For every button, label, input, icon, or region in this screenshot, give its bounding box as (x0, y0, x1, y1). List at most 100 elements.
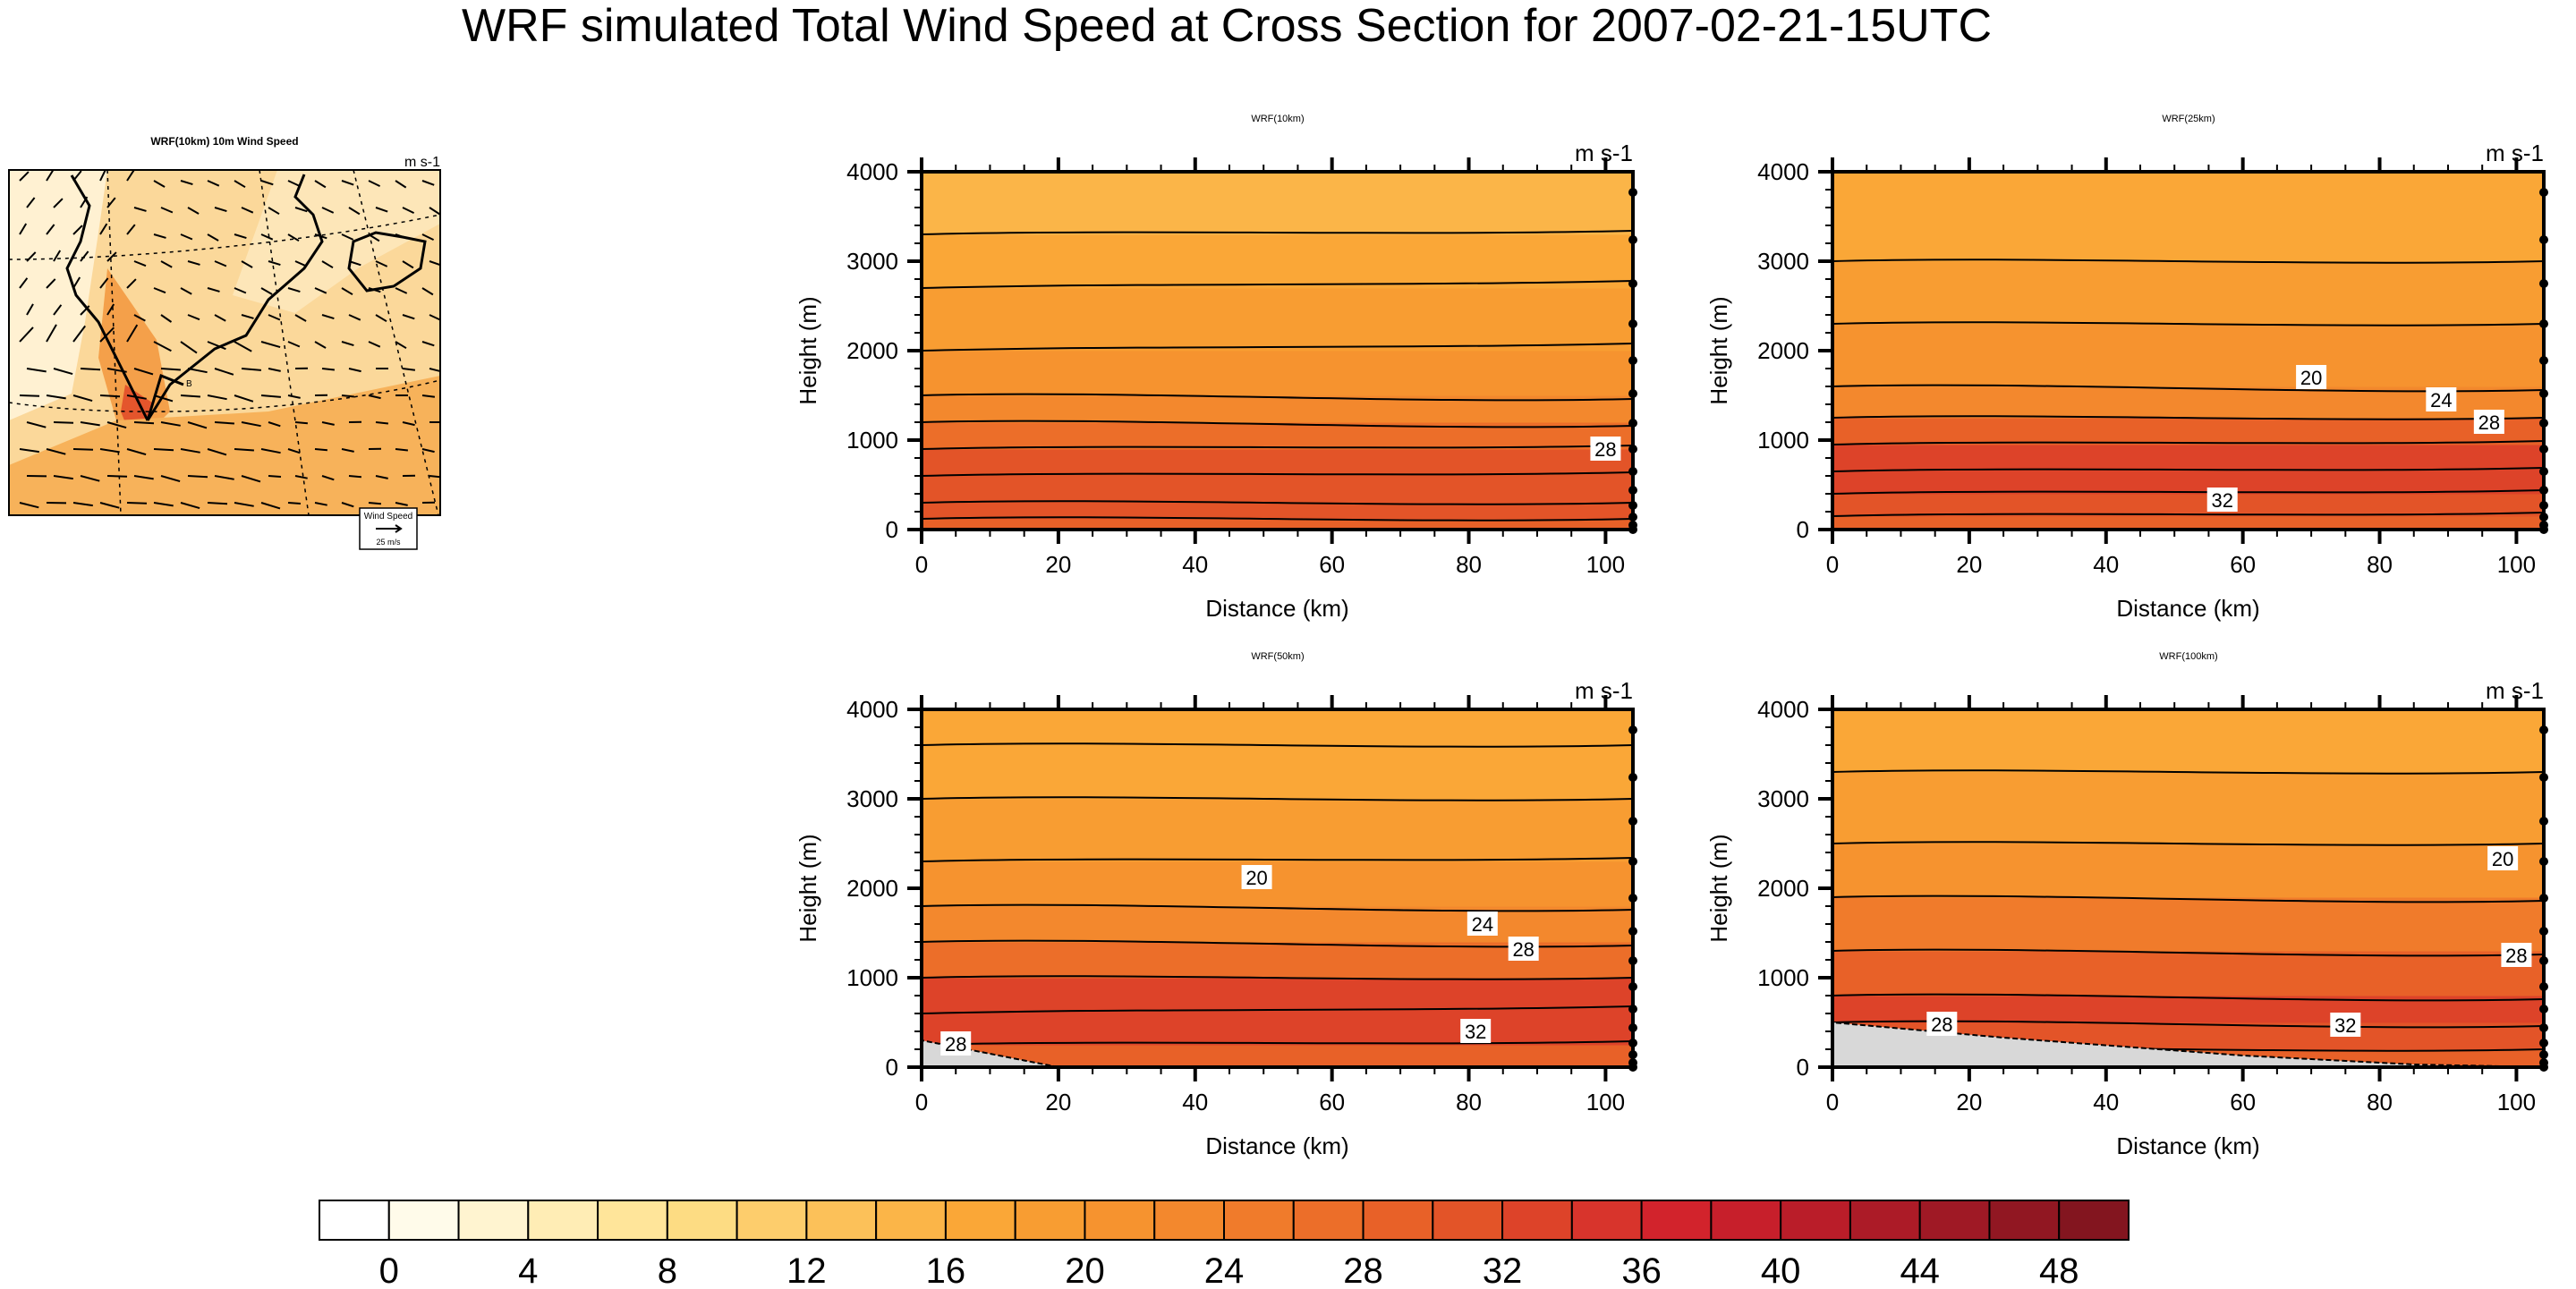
colorbar-box (387, 1200, 460, 1241)
wind-vector (207, 287, 220, 293)
ref-vector-arrow (376, 524, 403, 533)
y-axis-label: Height (m) (1705, 296, 1732, 404)
wind-vector (260, 394, 281, 398)
model-level-marker (2539, 1023, 2548, 1032)
field-band (922, 351, 1633, 396)
contour-line (921, 280, 1634, 289)
model-level-marker (1628, 419, 1637, 428)
field-band (922, 519, 1633, 530)
wind-vector (72, 325, 86, 343)
wind-vector (348, 314, 361, 321)
y-tick-label: 1000 (846, 964, 898, 991)
contour-line (1832, 895, 2545, 903)
wind-vector (421, 233, 435, 242)
field-band (922, 709, 1633, 746)
field-band (922, 449, 1633, 477)
field-band (1832, 471, 2544, 495)
wind-vector (99, 277, 109, 289)
wind-vector (26, 368, 47, 373)
contour-label-box (2501, 943, 2532, 967)
wind-vector (294, 260, 308, 267)
x-tick-label: 40 (1182, 551, 1208, 578)
map-land-shading-2 (233, 170, 440, 313)
wind-vector (80, 475, 100, 482)
wind-vector (234, 341, 252, 352)
model-level-marker (1628, 389, 1637, 398)
wind-vector (268, 475, 282, 478)
colorbar-box (1710, 1200, 1782, 1241)
model-level-marker (2539, 956, 2548, 965)
colorbar-box (597, 1200, 668, 1241)
wind-vector (46, 394, 66, 400)
contour-line (921, 975, 1634, 980)
wind-vector (133, 260, 147, 267)
wind-vector (126, 324, 139, 343)
field-band (1832, 772, 2544, 844)
y-tick-label: 0 (1797, 1054, 1809, 1081)
wind-vector (395, 287, 408, 294)
colorbar-tick-label: 12 (786, 1251, 827, 1289)
contour-line (921, 445, 1634, 450)
ref-vector-title: Wind Speed (364, 512, 412, 522)
wind-vector (153, 287, 166, 294)
wind-vector (348, 260, 361, 267)
wind-vector (429, 314, 440, 321)
y-axis-label: Height (m) (795, 834, 821, 942)
x-tick-label: 80 (1456, 1089, 1482, 1115)
wind-vector (287, 502, 302, 505)
colorbar-box (1780, 1200, 1851, 1241)
contour-label: 20 (2492, 848, 2513, 870)
colorbar-tick-label: 32 (1483, 1251, 1523, 1289)
contour-label-box (2206, 488, 2238, 512)
contour-label: 20 (1245, 867, 1267, 889)
y-tick-label: 3000 (846, 785, 898, 812)
x-tick-label: 100 (2497, 551, 2536, 578)
colorbar-box (735, 1200, 808, 1241)
wind-vector (72, 394, 93, 403)
map-panel: WRF(10km) 10m Wind Speed m s-1 B Wind Sp… (8, 135, 441, 550)
wind-vector (46, 170, 55, 182)
x-tick-label: 80 (2367, 1089, 2393, 1115)
wind-vector (153, 233, 166, 239)
wind-vector (72, 225, 83, 235)
wind-vector (106, 368, 127, 373)
contour-line (1832, 489, 2545, 495)
model-level-marker (1628, 1058, 1637, 1067)
wind-vector (368, 502, 381, 505)
model-level-marker (1628, 501, 1637, 510)
wind-vector (260, 233, 274, 241)
x-tick-label: 0 (1826, 1089, 1839, 1115)
x-axis-label: Distance (km) (2116, 1132, 2259, 1159)
wind-vector (80, 305, 90, 316)
wind-vector (241, 368, 261, 371)
wind-vector (180, 448, 200, 454)
colorbar-box (1153, 1200, 1225, 1241)
wind-vector (126, 170, 135, 182)
field-band (1832, 844, 2544, 898)
model-level-marker (2539, 235, 2548, 244)
wind-vector (402, 368, 416, 371)
wind-vector (395, 341, 407, 350)
panel-title: WRF(50km) (1251, 651, 1304, 662)
wind-vector (395, 233, 408, 240)
wind-vector (133, 368, 154, 376)
wind-vector (133, 207, 147, 212)
contour-line (1832, 512, 2545, 517)
wind-vector (126, 224, 136, 235)
x-tick-label: 80 (1456, 551, 1482, 578)
colorbar-box (944, 1200, 1016, 1241)
contour-label-box (1467, 912, 1498, 936)
model-level-marker (2539, 279, 2548, 288)
wind-vector (126, 448, 147, 456)
y-tick-label: 4000 (846, 158, 898, 185)
model-level-marker (2539, 1058, 2548, 1067)
wind-vector (368, 233, 380, 242)
colorbar-box (666, 1200, 738, 1241)
wind-vector (287, 394, 301, 399)
colorbar-tick-label: 44 (1900, 1251, 1940, 1289)
wind-vector (207, 341, 226, 351)
wind-vector (187, 260, 200, 266)
wind-vector (53, 304, 63, 316)
wind-vector (214, 368, 234, 376)
